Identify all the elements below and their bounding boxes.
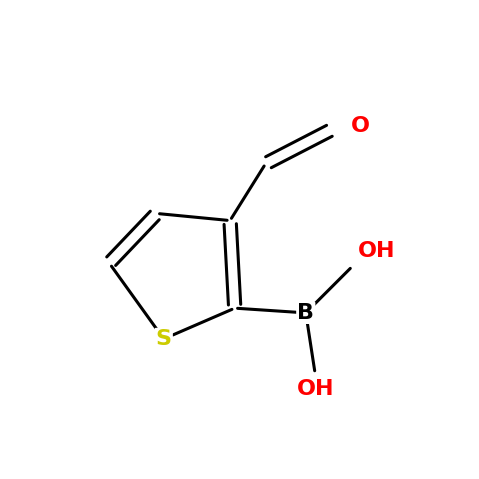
Text: OH: OH [297, 379, 334, 399]
Text: OH: OH [358, 241, 395, 261]
Text: O: O [351, 116, 370, 136]
Text: B: B [297, 303, 314, 323]
Text: S: S [156, 329, 172, 349]
